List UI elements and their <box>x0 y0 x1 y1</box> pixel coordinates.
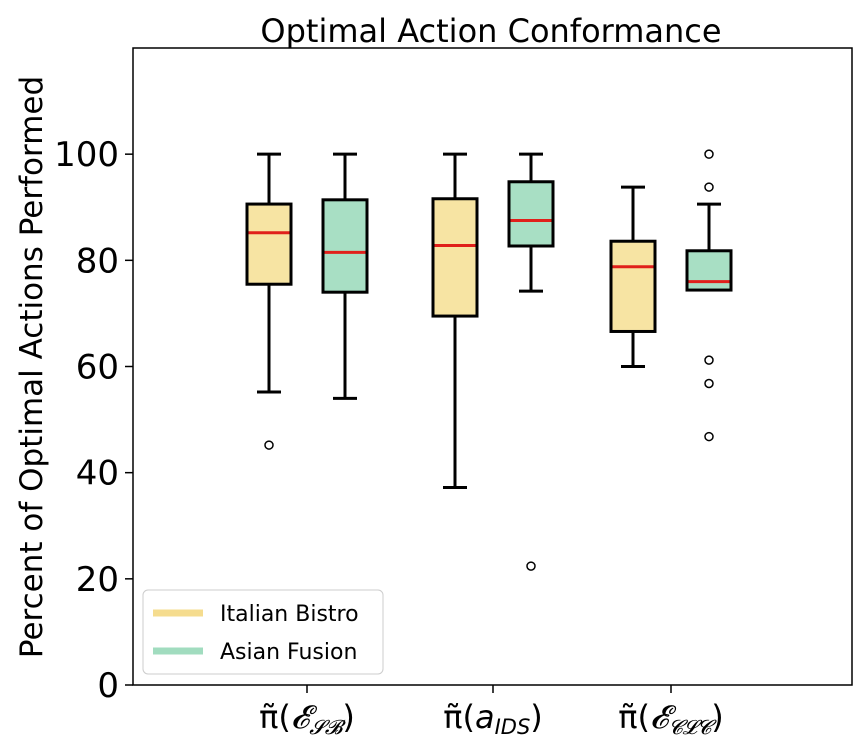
y-axis-ticks: 0 20 40 60 80 100 <box>54 135 133 706</box>
outlier-point <box>704 355 714 365</box>
outlier-point <box>704 431 714 442</box>
outlier-point <box>704 149 714 159</box>
box <box>507 180 555 248</box>
y-tick-label: 0 <box>97 666 119 706</box>
box-series <box>245 149 733 571</box>
y-tick-label: 20 <box>76 560 119 600</box>
legend-label-asian-fusion: Asian Fusion <box>220 640 357 665</box>
box <box>685 249 733 292</box>
plot-area-frame <box>132 47 853 686</box>
x-axis-categories: π̃(𝓔𝓢𝓑) π̃(aIDS) π̃(𝓔𝓒𝓛𝓒) <box>259 685 724 739</box>
box <box>245 202 293 286</box>
x-category-label-1: π̃(𝓔𝓢𝓑) <box>259 698 355 739</box>
y-tick-label: 100 <box>54 135 119 175</box>
y-tick-label: 60 <box>76 348 119 388</box>
chart-title: Optimal Action Conformance <box>260 12 721 50</box>
x-category-label-2: π̃(aIDS) <box>443 698 543 739</box>
outlier-point <box>264 440 274 450</box>
legend: Italian Bistro Asian Fusion <box>142 589 384 675</box>
box <box>431 197 479 318</box>
outlier-point <box>526 561 536 571</box>
y-tick-label: 80 <box>76 241 119 281</box>
legend-label-italian-bistro: Italian Bistro <box>220 602 359 627</box>
outlier-point <box>704 182 714 192</box>
outlier-point <box>704 378 714 389</box>
box <box>321 198 369 294</box>
y-axis-label: Percent of Optimal Actions Performed <box>14 76 50 658</box>
x-category-label-3: π̃(𝓔𝓒𝓛𝓒) <box>618 698 723 739</box>
box <box>609 239 657 333</box>
y-tick-label: 40 <box>76 454 119 494</box>
